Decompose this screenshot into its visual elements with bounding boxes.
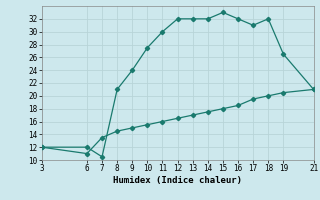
X-axis label: Humidex (Indice chaleur): Humidex (Indice chaleur) <box>113 176 242 185</box>
